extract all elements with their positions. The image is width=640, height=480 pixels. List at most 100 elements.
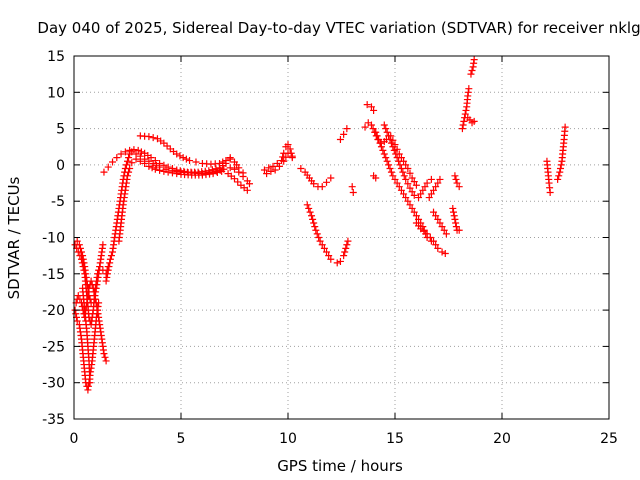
data-point	[284, 141, 292, 149]
data-point	[75, 241, 83, 249]
data-point	[434, 244, 442, 252]
y-tick-label: -20	[42, 303, 65, 319]
data-point	[124, 157, 131, 165]
data-point	[275, 162, 283, 170]
data-point	[93, 302, 101, 310]
data-point	[219, 158, 227, 166]
data-point	[383, 128, 391, 136]
data-point	[316, 237, 324, 245]
axis-ticks: 0 5 10 15 20 25 15 10 5 0 -5 -10 -15 -20 -25 -30 -35	[42, 49, 618, 447]
data-point	[375, 135, 383, 143]
data-point	[192, 158, 200, 166]
data-point	[423, 230, 431, 238]
y-tick-label: -35	[42, 412, 65, 428]
data-point	[231, 165, 238, 173]
data-point	[425, 194, 433, 202]
data-point	[341, 248, 349, 256]
data-point	[100, 350, 108, 358]
data-point	[397, 165, 405, 173]
data-point	[117, 150, 125, 158]
data-point	[410, 208, 418, 216]
data-point	[151, 157, 159, 165]
data-point	[395, 150, 403, 158]
data-point	[470, 56, 478, 64]
data-point	[556, 168, 564, 176]
data-point	[462, 106, 470, 114]
chart-title: Day 040 of 2025, Sidereal Day-to-day VTE…	[37, 19, 640, 37]
data-point	[101, 353, 109, 361]
data-point	[243, 186, 251, 194]
y-tick-label: -30	[42, 376, 65, 392]
data-point	[205, 167, 213, 175]
data-point	[103, 273, 111, 281]
data-point	[325, 252, 333, 260]
data-point	[128, 159, 136, 167]
data-point	[361, 123, 369, 131]
data-point	[434, 215, 442, 223]
data-point	[376, 139, 384, 147]
data-point	[245, 180, 253, 188]
data-point	[320, 244, 328, 252]
data-point	[434, 179, 442, 187]
data-point	[148, 164, 156, 172]
data-point	[452, 175, 460, 183]
data-point	[102, 357, 110, 365]
y-tick-label: -5	[51, 194, 65, 210]
data-point	[438, 248, 446, 256]
data-point	[408, 204, 416, 212]
y-tick-label: -15	[42, 267, 65, 283]
data-point	[309, 215, 317, 223]
data-point	[137, 148, 145, 156]
data-point	[348, 183, 356, 191]
data-point	[333, 259, 341, 267]
data-point	[102, 277, 110, 285]
data-point	[432, 212, 440, 220]
data-point	[156, 159, 164, 167]
data-point	[297, 165, 305, 173]
data-point	[380, 150, 388, 158]
data-point	[160, 167, 168, 175]
data-point	[125, 154, 133, 162]
data-point	[122, 161, 130, 169]
data-point	[109, 158, 117, 166]
data-point	[89, 284, 97, 292]
data-point	[395, 183, 403, 191]
data-point	[121, 148, 129, 156]
data-point	[164, 163, 172, 171]
data-point	[271, 166, 279, 174]
data-point	[386, 165, 394, 173]
data-point	[79, 255, 87, 263]
data-point	[400, 157, 408, 165]
data-point	[91, 292, 99, 300]
data-point	[106, 255, 114, 263]
data-point	[430, 237, 438, 245]
data-point	[209, 170, 217, 178]
data-point	[173, 166, 181, 174]
data-point	[239, 169, 247, 177]
data-point	[370, 106, 378, 114]
data-point	[288, 152, 296, 160]
data-point	[303, 201, 311, 209]
data-point	[372, 128, 380, 136]
data-point	[406, 169, 414, 177]
data-point	[176, 152, 184, 160]
data-point	[88, 281, 96, 289]
data-point	[459, 121, 467, 129]
data-point	[311, 223, 319, 231]
data-point	[104, 163, 112, 171]
y-tick-label: 15	[47, 49, 65, 65]
data-point	[318, 241, 326, 249]
data-point	[382, 125, 390, 133]
data-point	[106, 259, 114, 267]
data-point	[186, 157, 194, 165]
data-point	[134, 146, 142, 154]
data-point	[363, 101, 371, 109]
data-point	[73, 237, 81, 245]
data-point	[387, 132, 395, 140]
data-point	[179, 154, 187, 162]
data-point	[404, 165, 412, 173]
data-point	[99, 241, 107, 249]
data-point	[399, 168, 407, 176]
data-point	[92, 299, 100, 307]
data-point	[212, 165, 220, 173]
